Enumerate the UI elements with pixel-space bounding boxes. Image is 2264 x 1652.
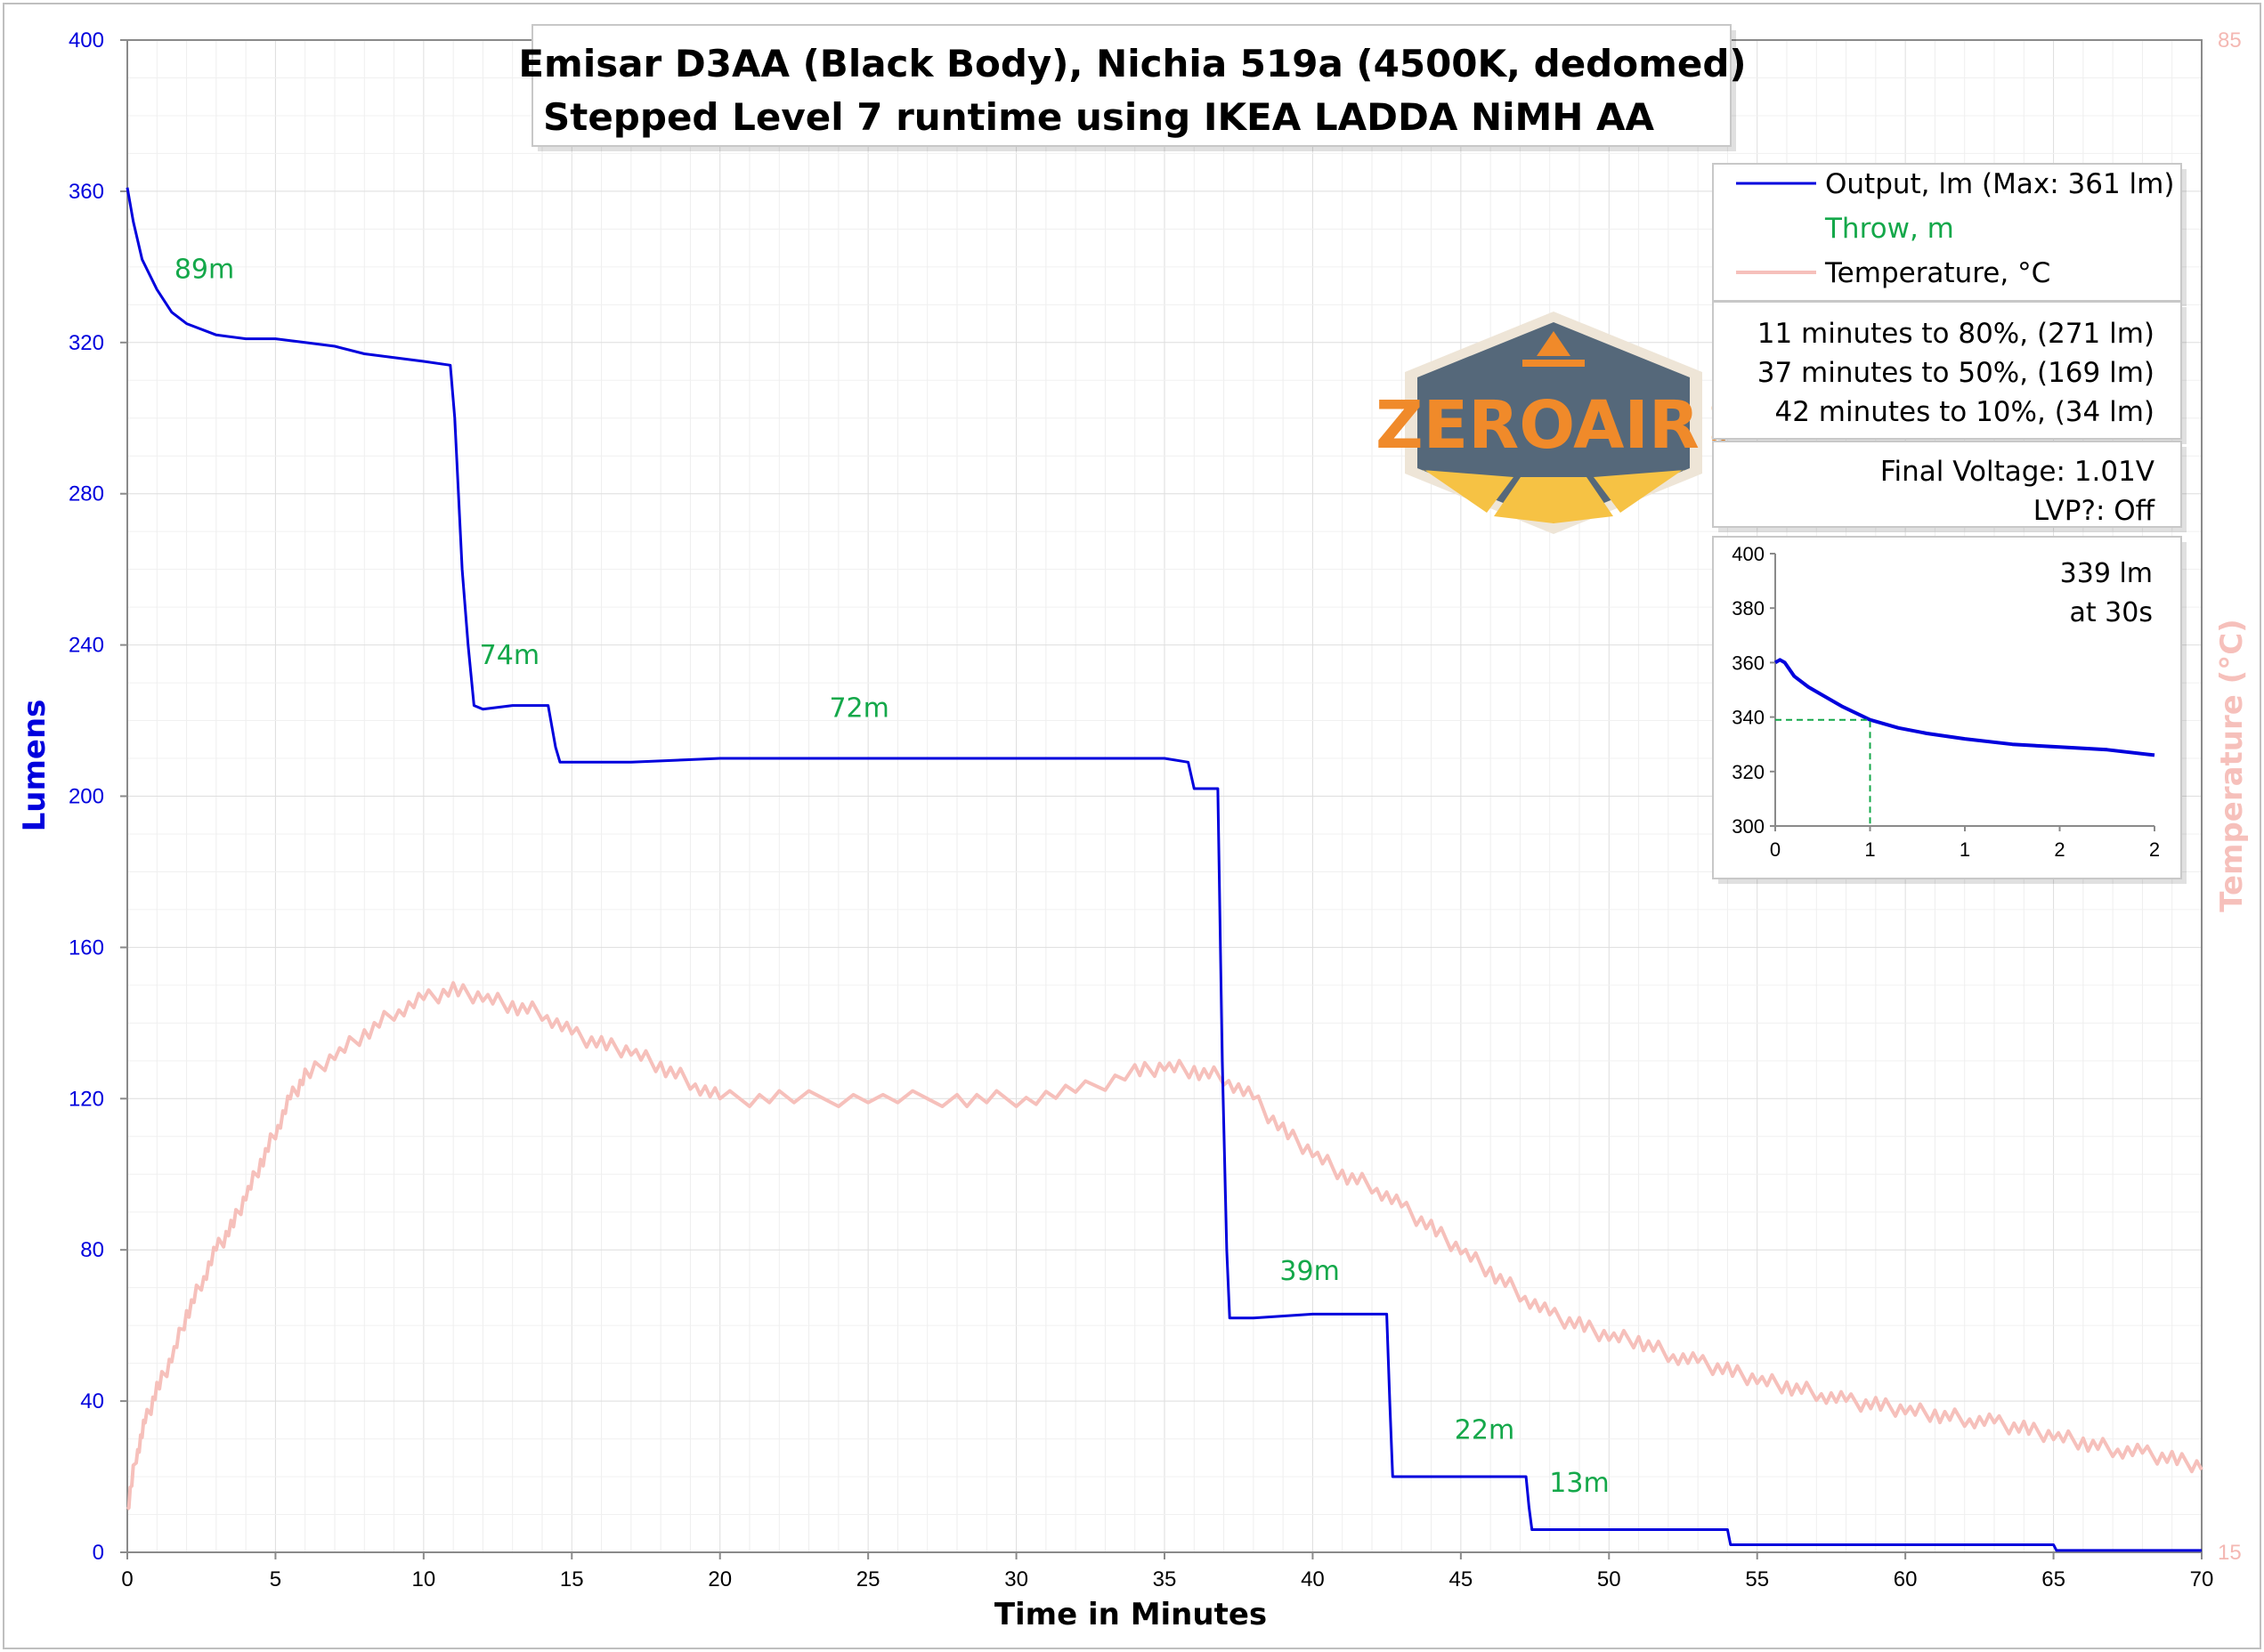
- output-series-line: [126, 187, 2202, 1552]
- legend: Output, lm (Max: 361 lm) Throw, m Temper…: [1712, 163, 2187, 306]
- x-tick-label: 15: [560, 1567, 584, 1591]
- inset-x-tick-label: 1: [1864, 838, 1875, 861]
- y-tick-label: 240: [69, 634, 104, 658]
- inset-y-tick-label: 400: [1732, 543, 1765, 565]
- inset-axes: 300 320 340 360 380 400 0 1 1 2 2: [1732, 543, 2160, 861]
- y-tick-label: 0: [93, 1541, 104, 1565]
- chart-subtitle: Stepped Level 7 runtime using IKEA LADDA…: [543, 95, 1655, 139]
- x-tick-label: 70: [2190, 1567, 2214, 1591]
- inset-annotation-time: at 30s: [2070, 597, 2154, 628]
- y-axis-ticks: 0 40 80 120 160 200 240 280 320 360 400: [69, 28, 127, 1565]
- inset-y-tick-label: 360: [1732, 652, 1765, 674]
- x-tick-label: 5: [270, 1567, 281, 1591]
- chart-border: [3, 3, 2261, 1649]
- stat-80-percent: 11 minutes to 80%, (271 lm): [1757, 318, 2154, 350]
- inset-y-tick-label: 340: [1732, 707, 1765, 729]
- logo-road: [1494, 477, 1613, 523]
- inset-y-tick-label: 300: [1732, 815, 1765, 838]
- y-tick-label: 400: [69, 28, 104, 53]
- x-tick-label: 35: [1153, 1567, 1177, 1591]
- y-tick-label: 320: [69, 331, 104, 355]
- lvp-status: LVP?: Off: [2033, 495, 2155, 527]
- y-tick-label: 360: [69, 180, 104, 204]
- y-tick-label: 200: [69, 785, 104, 809]
- logo-emblem-bar: [1522, 360, 1585, 367]
- x-axis-ticks: 0 5 10 15 20 25 30 35 40 45 50 55 60 65 70: [121, 1552, 2213, 1591]
- title-box: Emisar D3AA (Black Body), Nichia 519a (4…: [518, 24, 1747, 151]
- chart-title: Emisar D3AA (Black Body), Nichia 519a (4…: [518, 42, 1746, 85]
- y-tick-label: 80: [80, 1238, 104, 1262]
- legend-temperature-label: Temperature, °C: [1824, 257, 2050, 289]
- x-tick-label: 20: [708, 1567, 732, 1591]
- logo-wordmark: ZEROAIR: [1375, 387, 1700, 464]
- inset-chart: 300 320 340 360 380 400 0 1 1 2 2 339 lm at 30s: [1712, 536, 2187, 884]
- y2-tick-label: 85: [2218, 28, 2242, 53]
- voltage-box: Final Voltage: 1.01V LVP?: Off: [1712, 441, 2187, 532]
- inset-annotation-value: 339 lm: [2060, 558, 2153, 589]
- inset-x-tick-label: 2: [2149, 838, 2160, 861]
- throw-label: 22m: [1455, 1415, 1514, 1446]
- x-tick-label: 65: [2041, 1567, 2065, 1591]
- x-tick-label: 40: [1301, 1567, 1325, 1591]
- x-tick-label: 45: [1449, 1567, 1473, 1591]
- throw-label: 13m: [1549, 1468, 1609, 1499]
- inset-y-tick-label: 320: [1732, 761, 1765, 783]
- x-tick-label: 0: [121, 1567, 133, 1591]
- inset-x-tick-label: 2: [2054, 838, 2065, 861]
- final-voltage: Final Voltage: 1.01V: [1880, 456, 2154, 488]
- zeroair-logo: ZEROAIR ORG: [1375, 312, 1730, 534]
- x-tick-label: 25: [856, 1567, 880, 1591]
- inset-marker-line: [1775, 718, 1871, 826]
- x-tick-label: 50: [1597, 1567, 1621, 1591]
- stats-box: 11 minutes to 80%, (271 lm) 37 minutes t…: [1712, 301, 2187, 444]
- y2-tick-label: 15: [2218, 1541, 2242, 1565]
- x-axis-title: Time in Minutes: [994, 1597, 1267, 1632]
- y-tick-label: 160: [69, 935, 104, 960]
- inset-output-line: [1773, 658, 2155, 757]
- y-tick-label: 40: [80, 1389, 104, 1413]
- legend-output-label: Output, lm (Max: 361 lm): [1825, 168, 2174, 200]
- throw-label: 72m: [829, 692, 889, 724]
- x-tick-label: 55: [1745, 1567, 1769, 1591]
- inset-x-tick-label: 1: [1960, 838, 1970, 861]
- temperature-series-line: [126, 981, 2203, 1511]
- throw-label: 74m: [480, 640, 540, 671]
- stat-50-percent: 37 minutes to 50%, (169 lm): [1757, 357, 2154, 389]
- y-axis-title: Lumens: [17, 700, 53, 832]
- throw-labels: 89m 74m 72m 39m 22m 13m: [174, 255, 1610, 1499]
- y2-axis-title: Temperature (°C): [2214, 619, 2250, 911]
- x-tick-label: 10: [412, 1567, 436, 1591]
- stat-10-percent: 42 minutes to 10%, (34 lm): [1774, 396, 2154, 428]
- throw-label: 89m: [174, 255, 234, 286]
- inset-x-tick-label: 0: [1770, 838, 1781, 861]
- legend-throw-label: Throw, m: [1824, 213, 1954, 245]
- throw-label: 39m: [1279, 1256, 1339, 1287]
- logo-emblem-icon: [1537, 331, 1570, 356]
- y-tick-label: 120: [69, 1087, 104, 1111]
- logo-background: [1417, 322, 1690, 523]
- x-tick-label: 30: [1004, 1567, 1028, 1591]
- logo-field-left: [1423, 470, 1513, 513]
- inset-y-tick-label: 380: [1732, 597, 1765, 620]
- y-tick-label: 280: [69, 482, 104, 506]
- x-tick-label: 60: [1894, 1567, 1918, 1591]
- logo-field-right: [1594, 470, 1684, 513]
